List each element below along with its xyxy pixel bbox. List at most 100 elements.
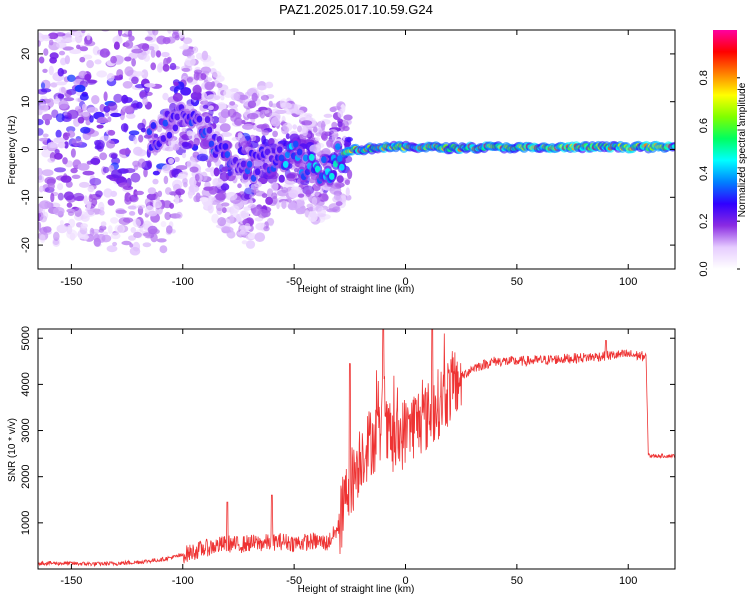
spectrogram-cell bbox=[53, 137, 65, 144]
spectrogram-cell bbox=[163, 175, 169, 185]
spectrogram-cell bbox=[242, 123, 254, 130]
spectrogram-cell bbox=[200, 73, 207, 80]
spectrogram-cell bbox=[47, 32, 59, 40]
snr-y-axis: 1000 2000 3000 4000 5000 bbox=[20, 326, 675, 535]
spectrogram-cell bbox=[219, 172, 230, 182]
spectrogram-cell bbox=[174, 156, 180, 162]
spectrogram-cell bbox=[67, 109, 79, 120]
spectrogram-cell bbox=[196, 115, 203, 123]
spectrogram-cell bbox=[54, 167, 66, 173]
spectrogram-cell bbox=[335, 143, 341, 151]
spectrogram-cell bbox=[93, 237, 102, 247]
spectrogram-cell bbox=[301, 126, 309, 137]
spectrogram-cell bbox=[278, 174, 285, 183]
spectrogram-cell bbox=[65, 37, 77, 43]
spectrogram-cell bbox=[188, 184, 200, 193]
spectrogram-cell bbox=[264, 148, 271, 156]
spectrogram-cell bbox=[113, 93, 123, 103]
spectrogram-cell bbox=[144, 36, 153, 41]
spectrogram-cell bbox=[57, 93, 65, 99]
spectrogram-cell bbox=[129, 243, 134, 248]
snr-ylabel: SNR (10 * v/v) bbox=[7, 418, 18, 482]
spectrogram-cell bbox=[309, 211, 317, 218]
spectrogram-cell bbox=[268, 218, 274, 227]
spectrogram-cell bbox=[136, 14, 143, 23]
spectrogram-cell bbox=[100, 221, 107, 227]
spectrogram-cell bbox=[165, 18, 171, 23]
spectrogram-cell bbox=[162, 119, 169, 127]
spectrogram-cell bbox=[82, 170, 95, 176]
spectrogram-cell bbox=[39, 200, 52, 210]
spectrogram-cell bbox=[202, 60, 215, 67]
spectrogram-cell bbox=[227, 108, 237, 118]
spectrogram-cell bbox=[70, 167, 78, 174]
spectrogram-cell bbox=[38, 118, 44, 126]
spectrogram-cell bbox=[142, 97, 148, 106]
spectrogram-cell bbox=[160, 51, 170, 58]
y-tick-label: 0 bbox=[20, 146, 32, 152]
spectrogram-cell bbox=[194, 174, 200, 182]
spectrogram-cell bbox=[217, 217, 227, 227]
spectrogram-cell bbox=[93, 23, 102, 28]
spectrogram-cell bbox=[247, 232, 256, 239]
spectrogram-cell bbox=[337, 109, 344, 118]
spectrogram-cell bbox=[265, 81, 274, 89]
spectrogram-cell bbox=[240, 140, 252, 147]
spectrogram-cell bbox=[144, 198, 151, 207]
spectrogram-cell bbox=[123, 168, 136, 174]
spectrogram-cell bbox=[96, 70, 108, 78]
spectrogram-cell bbox=[56, 9, 66, 16]
spectrogram-cell bbox=[206, 126, 213, 134]
spectrogram-cell bbox=[85, 119, 91, 126]
spectrogram-cell bbox=[91, 95, 100, 105]
spectrogram-cell bbox=[174, 194, 180, 205]
spectrogram-cell bbox=[136, 101, 143, 109]
spectrogram-cell bbox=[168, 157, 174, 165]
spectrogram-cell bbox=[171, 13, 177, 20]
spectrogram-cell bbox=[67, 19, 78, 29]
spectrogram-cell bbox=[121, 13, 127, 21]
spectrogram-cell bbox=[305, 189, 312, 197]
spectrogram-cell bbox=[315, 132, 323, 137]
spectrogram-cell bbox=[80, 223, 88, 229]
spectrogram-cell bbox=[285, 133, 290, 140]
spectrogram-cell bbox=[213, 178, 224, 187]
spectrogram-cell bbox=[331, 133, 336, 141]
spectrogram-cell bbox=[132, 71, 145, 76]
spectrogram-cell bbox=[89, 177, 102, 186]
spectrogram-cell bbox=[224, 151, 231, 159]
spectrogram-cell bbox=[311, 197, 318, 205]
spectrogram-cell bbox=[97, 6, 101, 14]
spectrogram-cell bbox=[171, 31, 180, 39]
spectrogram-cell bbox=[99, 48, 110, 58]
spectrogram-cell bbox=[104, 111, 110, 117]
spectrogram-cell bbox=[259, 109, 266, 119]
spectrogram-cell bbox=[152, 178, 159, 185]
spectrogram-cell bbox=[41, 23, 51, 29]
spectrogram-cell bbox=[56, 224, 68, 234]
spectrogram-cell bbox=[54, 152, 63, 160]
spectrogram-cell bbox=[182, 48, 195, 57]
y-tick-label: 3000 bbox=[20, 418, 32, 442]
spectrogram-cell bbox=[100, 30, 111, 32]
spectrogram-heatmap bbox=[38, 6, 675, 256]
spectrogram-cell bbox=[221, 202, 230, 207]
spectrogram-cell bbox=[337, 121, 343, 128]
spectrogram-cell bbox=[214, 95, 221, 101]
spectrogram-cell bbox=[114, 20, 120, 25]
spectrogram-cell bbox=[247, 100, 257, 109]
spectrogram-cell bbox=[265, 196, 273, 205]
spectrogram-cell bbox=[240, 160, 247, 168]
spectrogram-cell bbox=[138, 134, 144, 143]
spectrogram-cell bbox=[86, 201, 91, 210]
spectrogram-cell bbox=[62, 157, 68, 165]
spectrogram-cell bbox=[88, 11, 95, 21]
spectrogram-cell bbox=[284, 151, 291, 159]
spectrogram-cell bbox=[112, 35, 123, 45]
x-tick-label: -150 bbox=[60, 276, 82, 288]
spectrogram-cell bbox=[38, 32, 43, 38]
snr-frame bbox=[37, 328, 676, 570]
spectrogram-cell bbox=[166, 225, 173, 234]
spectrogram-cell bbox=[161, 15, 166, 20]
